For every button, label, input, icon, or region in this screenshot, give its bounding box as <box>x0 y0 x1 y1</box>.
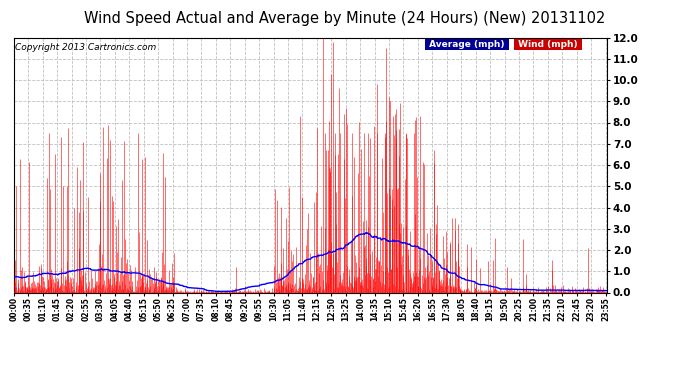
Text: Wind (mph): Wind (mph) <box>515 40 581 49</box>
Text: Wind Speed Actual and Average by Minute (24 Hours) (New) 20131102: Wind Speed Actual and Average by Minute … <box>84 11 606 26</box>
Text: Average (mph): Average (mph) <box>426 40 508 49</box>
Text: Copyright 2013 Cartronics.com: Copyright 2013 Cartronics.com <box>15 43 156 52</box>
